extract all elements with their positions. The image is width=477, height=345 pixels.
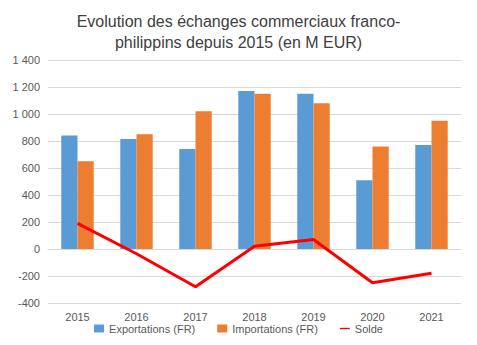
svg-text:800: 800	[22, 135, 40, 147]
svg-text:Evolution des échanges commerc: Evolution des échanges commerciaux franc…	[77, 13, 401, 30]
svg-text:2018: 2018	[242, 311, 266, 323]
svg-text:2017: 2017	[183, 311, 207, 323]
svg-text:-200: -200	[18, 270, 40, 282]
svg-text:2016: 2016	[124, 311, 148, 323]
svg-text:2021: 2021	[419, 311, 443, 323]
svg-text:0: 0	[34, 243, 40, 255]
svg-text:600: 600	[22, 162, 40, 174]
svg-text:200: 200	[22, 216, 40, 228]
svg-text:1 400: 1 400	[12, 54, 40, 66]
svg-text:1 200: 1 200	[12, 81, 40, 93]
svg-text:Exportations (FR): Exportations (FR)	[109, 323, 195, 335]
svg-text:2020: 2020	[360, 311, 384, 323]
svg-text:400: 400	[22, 189, 40, 201]
svg-text:philippins depuis 2015 (en M E: philippins depuis 2015 (en M EUR)	[115, 34, 362, 51]
svg-text:-400: -400	[18, 297, 40, 309]
svg-text:1 000: 1 000	[12, 108, 40, 120]
svg-text:Importations (FR): Importations (FR)	[232, 323, 318, 335]
svg-text:Solde: Solde	[355, 323, 383, 335]
svg-text:2015: 2015	[65, 311, 89, 323]
svg-text:2019: 2019	[301, 311, 325, 323]
